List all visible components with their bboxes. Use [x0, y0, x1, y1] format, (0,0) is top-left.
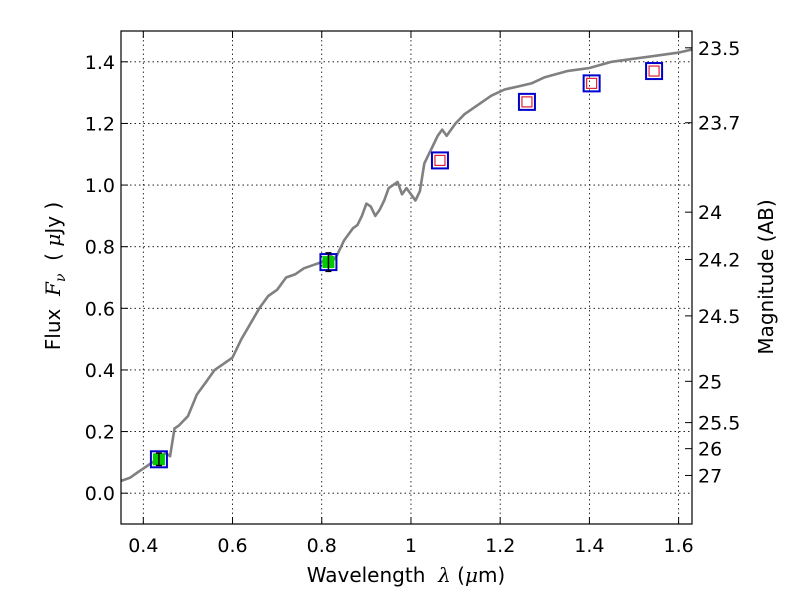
y-tick-label: 0.2: [85, 422, 115, 444]
magnitude-tick-label: 26: [698, 439, 722, 461]
magnitude-tick-label: 23.5: [698, 38, 740, 60]
model-spectrum-layer: [120, 48, 693, 483]
y-tick-label: 0.4: [85, 360, 115, 382]
model-photometry-marker: [582, 74, 601, 93]
magnitude-tick-label: 24.5: [698, 306, 740, 328]
magnitude-axis-label: Magnitude (AB): [754, 199, 778, 354]
x-tick-label: 1: [405, 535, 417, 557]
x-tick-label: 1.6: [664, 535, 694, 557]
x-tick-label: 0.4: [128, 535, 158, 557]
photometry-markers: [149, 62, 664, 469]
y-tick-label: 1.4: [85, 52, 115, 74]
x-tick-label: 1.4: [574, 535, 604, 557]
plot-frame: [120, 30, 693, 525]
model-photometry-marker: [430, 151, 449, 170]
model-photometry-inner: [521, 96, 533, 108]
y-tick-label: 0.6: [85, 298, 115, 320]
x-axis-label: Wavelength λ (μm): [307, 563, 506, 587]
model-photometry-inner: [586, 77, 598, 89]
magnitude-tick-label: 27: [698, 465, 722, 487]
model-spectrum-line: [120, 48, 693, 483]
x-tick-label: 0.6: [217, 535, 247, 557]
magnitude-tick-label: 24: [698, 202, 722, 224]
magnitude-tick-label: 23.7: [698, 113, 740, 135]
magnitude-tick-label: 24.2: [698, 249, 740, 271]
x-tick-label: 1.2: [485, 535, 515, 557]
magnitude-tick-label: 25: [698, 371, 722, 393]
model-photometry-marker: [517, 92, 536, 111]
model-photometry-marker: [149, 450, 168, 469]
y-tick-label: 1.2: [85, 113, 115, 135]
y-tick-label: 0.8: [85, 237, 115, 259]
axis-ticks: 0.4 0.6 0.8 1 1.2 1.4 1.6 0.0 0.2 0.4 0.6 0.8 1.0 1.2…: [85, 31, 740, 557]
y-tick-label: 1.0: [85, 175, 115, 197]
model-photometry-inner: [434, 154, 446, 167]
y-axis-label: Flux Fν ( μJy ): [41, 202, 69, 350]
x-tick-label: 0.8: [307, 535, 337, 557]
model-photometry-marker: [645, 62, 664, 81]
y-tick-label: 0.0: [85, 483, 115, 505]
magnitude-tick-label: 25.5: [698, 413, 740, 435]
model-photometry-inner: [648, 65, 660, 77]
grid-lines: [121, 31, 692, 524]
